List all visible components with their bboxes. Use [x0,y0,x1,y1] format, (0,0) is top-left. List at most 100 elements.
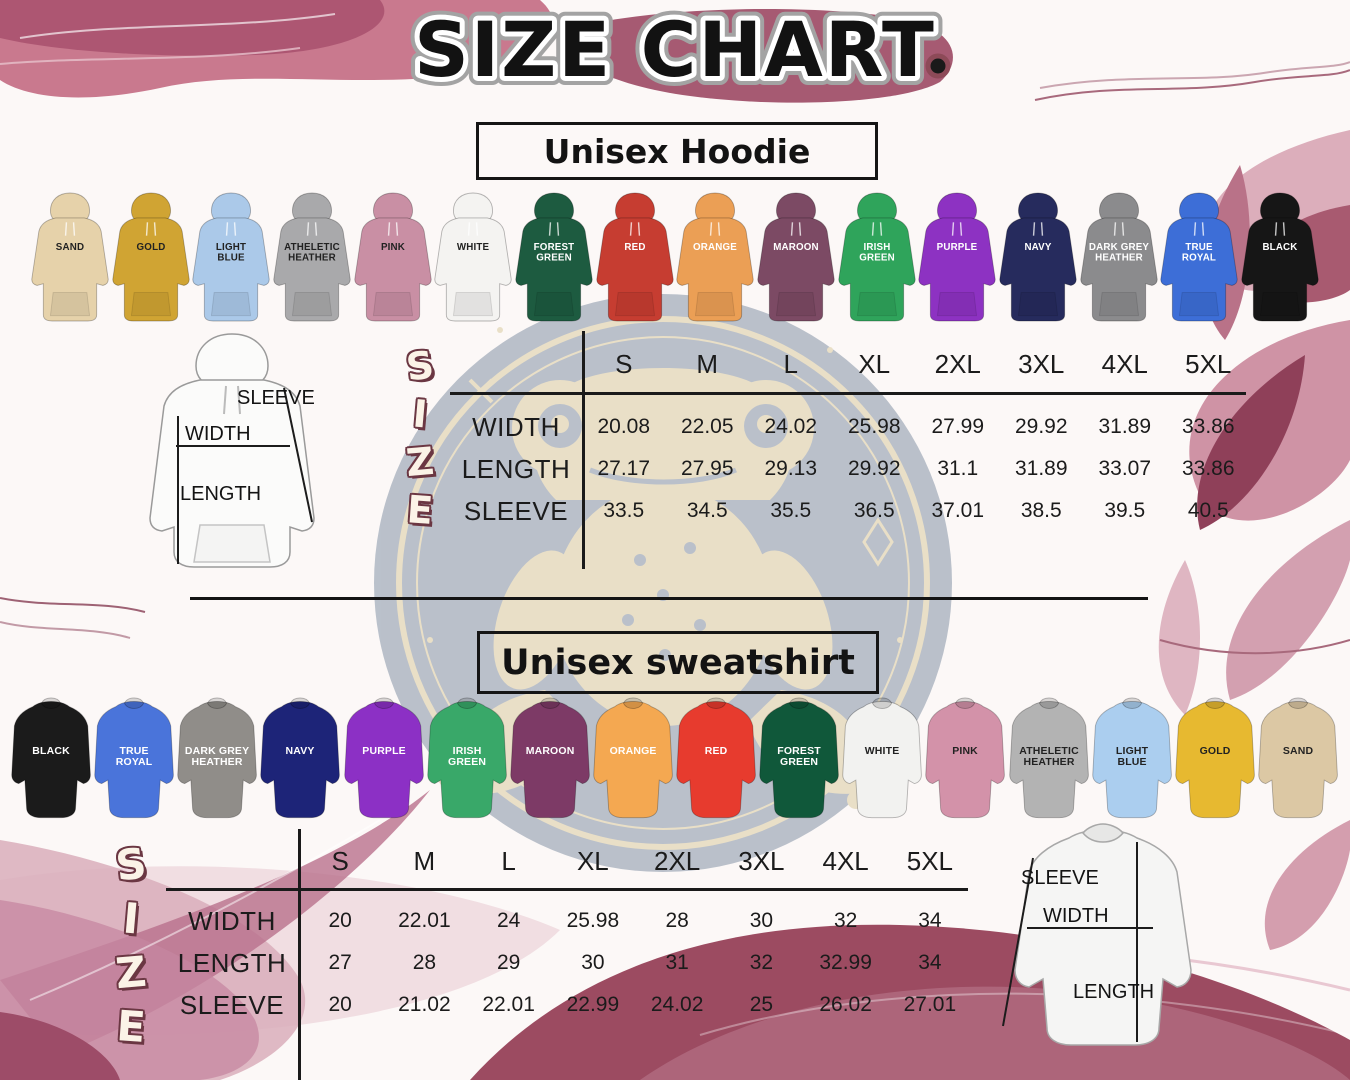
drawstrings-icon [1274,222,1285,236]
hoodie-swatch: WHITE [434,192,512,322]
row-label: LENGTH [461,453,571,484]
size-table-cell: 33.07 [1098,457,1152,480]
sweatshirt-swatch: PURPLE [343,697,424,819]
table-row-width: WIDTH 20 22.01 24 25.98 28 30 32 34 [166,900,972,942]
hoodie-shape [353,192,432,322]
hoodie-shape [918,192,996,322]
hoodie-measure-diagram: SLEEVE WIDTH LENGTH [149,333,315,568]
hoodie-shape [1079,192,1158,322]
color-label: IRISH [452,746,481,757]
sweatshirt-shape [676,697,756,819]
sweatshirt-shape [260,697,341,819]
size-table-cell: 5XL [1185,348,1232,379]
hoodie-size-table: S M L XL 2XL 3XL 4XL 5XL WIDTH 20.08 22.… [450,331,1250,569]
hoodie-swatch: ATHELETIC HEATHER [273,192,351,322]
row-values: 27 28 29 30 31 32 32.99 34 [298,951,972,975]
color-label: NAVY [1024,242,1051,253]
table-header-row: S M L XL 2XL 3XL 4XL 5XL [450,336,1250,392]
size-table-cell: 22.05 [680,415,734,438]
size-table-cell: 39.5 [1104,499,1146,522]
sweatshirt-shape [510,697,590,819]
size-table-cell: 40.5 [1187,499,1229,522]
size-letter: Z [113,946,149,999]
color-label: BLACK [32,746,70,757]
drawstrings-icon [952,222,963,236]
width-measure-label: WIDTH [185,423,251,445]
hoodie-section-heading: Unisex Hoodie [476,122,878,180]
drawstrings-icon [790,222,802,236]
hoodie-shape [676,192,754,322]
sweatshirt-swatch: DARK GREY HEATHER [177,697,258,819]
sweatshirt-shape [177,697,258,819]
drawstrings-icon [64,222,76,236]
size-table-cell: 27 [328,951,352,974]
sweatshirt-size-panel: S I Z E S M L XL 2XL 3XL 4XL 5XL WIDTH 2… [96,829,972,1080]
drawstrings-icon [871,222,882,236]
size-table-cell: 24.02 [764,415,818,438]
size-letter: I [121,893,141,944]
size-table-cell: L [501,845,516,876]
table-header-row: S M L XL 2XL 3XL 4XL 5XL [166,834,972,888]
size-vertical-label: S I Z E [390,336,450,534]
drawstrings-icon [1032,222,1044,236]
sweatshirt-shape [1008,697,1089,819]
sweatshirt-swatch: ATHELETIC HEATHER [1008,697,1089,819]
color-label: LIGHT [1116,746,1149,757]
size-column-headers: S M L XL 2XL 3XL 4XL 5XL [582,349,1250,380]
size-table-cell: 33.5 [603,499,645,522]
sleeve-measure-label: SLEEVE [1021,867,1099,889]
size-table-cell: 25.98 [847,415,901,438]
color-label: PURPLE [362,746,406,757]
hoodie-swatch: PINK [353,192,432,322]
bottom-left-ribbons [0,790,560,1080]
size-table-cell: 31 [665,951,689,974]
size-table-cell: 31.1 [937,457,979,480]
title-backdrop [564,8,953,103]
hoodie-swatch: LIGHT BLUE [192,192,270,322]
sweatshirt-swatch: NAVY [260,697,341,819]
size-table-cell: 29.92 [847,457,901,480]
hoodie-swatch: FOREST GREEN [515,192,593,322]
sweatshirt-color-row: BLACK TRUE ROYAL DARK GREY HEATHER NAVY … [0,687,1350,837]
color-label: WHITE [457,242,490,253]
size-table-cell: 24 [496,909,521,932]
color-label: NAVY [286,746,315,757]
row-values: 27.17 27.95 29.13 29.92 31.1 31.89 33.07… [582,457,1250,481]
drawstrings-icon [226,222,237,236]
color-label: GOLD [136,242,165,253]
color-label: DARK GREY [185,746,249,757]
table-row-width: WIDTH 20.08 22.05 24.02 25.98 27.99 29.9… [450,406,1250,448]
sweatshirt-swatch: SAND [1258,697,1338,819]
color-label-line2: GREEN [448,757,486,768]
size-table-cell: 34.5 [686,499,728,522]
size-table-cell: 25.98 [566,909,620,932]
color-label: MAROON [525,746,574,757]
hoodie-shape [1241,192,1319,322]
color-label: DARK GREY [1088,242,1149,253]
sweatshirt-swatch: IRISH GREEN [426,697,507,819]
sweatshirt-measure-diagram: SLEEVE WIDTH LENGTH [1002,823,1192,1046]
title-text: SIZE CHART [414,5,936,94]
sweatshirt-swatch: GOLD [1175,697,1255,819]
size-letter: S [403,342,437,390]
size-table-cell: 31.89 [1014,457,1068,480]
row-values: 20 22.01 24 25.98 28 30 32 34 [298,909,972,933]
table-row-sleeve: SLEEVE 33.5 34.5 35.5 36.5 37.01 38.5 39… [450,490,1250,532]
size-table-cell: 32 [749,951,774,974]
size-table-cell: 33.86 [1181,415,1235,438]
size-table-cell: 20 [328,909,352,932]
size-table-cell: 27.17 [597,457,651,480]
hoodie-swatch: NAVY [999,192,1077,322]
size-table-cell: 32.99 [819,951,872,974]
color-label-line2: HEATHER [1023,757,1074,768]
color-label: SAND [1283,746,1314,757]
table-horizontal-rule [166,888,968,891]
section-divider [190,597,1148,600]
sweatshirt-shape [593,697,673,819]
title-outline-outer: SIZE CHART [414,5,936,94]
color-label: RED [624,242,645,253]
sweatshirt-size-table: S M L XL 2XL 3XL 4XL 5XL WIDTH 20 22.01 … [166,829,972,1080]
row-label: WIDTH [188,905,276,936]
color-label-line2: GREEN [780,757,818,768]
size-table-cell: 34 [918,909,942,932]
